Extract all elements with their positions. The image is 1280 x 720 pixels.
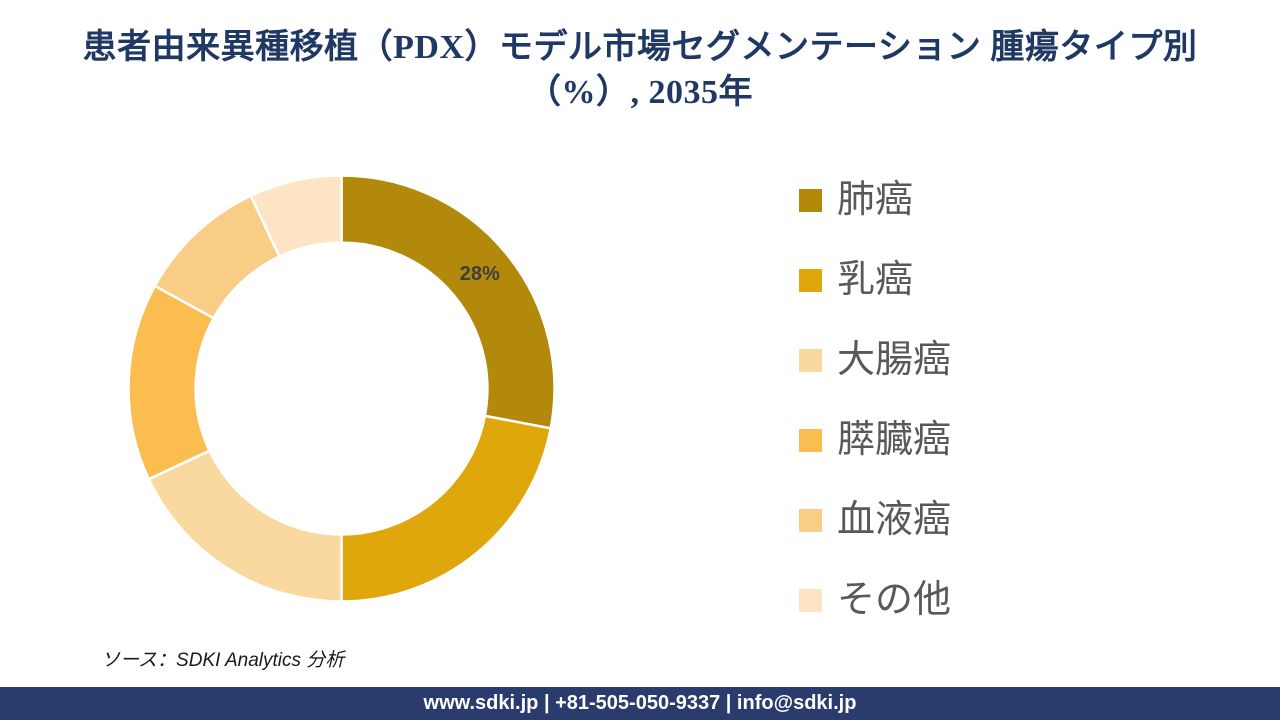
donut-segment-6 [249,175,343,258]
legend-label: 血液癌 [837,499,952,541]
legend-item-pancreatic-cancer: 膵臓癌 [799,416,951,464]
legend-label: 膵臓癌 [837,419,952,461]
donut-segment-4 [128,284,215,481]
donut-svg: 28% [128,175,555,602]
legend-swatch-lung-cancer [799,188,822,212]
legend-item-breast-cancer: 乳癌 [799,256,951,304]
footer-contact-text: www.sdki.jp | +81-505-050-9337 | info@sd… [423,692,857,714]
legend-swatch-colorectal-cancer [799,348,822,372]
donut-chart: 28% [128,175,555,602]
legend-item-others: その他 [799,576,951,624]
chart-title: 患者由来異種移植（PDX）モデル市場セグメンテーション 腫瘍タイプ別 （%）, … [0,26,1280,116]
footer-bar: www.sdki.jp | +81-505-050-9337 | info@sd… [0,687,1280,720]
donut-segment-1 [340,175,555,430]
legend-swatch-blood-cancer [799,508,822,532]
legend-label: 乳癌 [837,259,914,301]
legend-item-colorectal-cancer: 大腸癌 [799,336,951,384]
legend-swatch-breast-cancer [799,268,822,292]
legend-label: その他 [837,579,952,621]
chart-legend: 肺癌 乳癌 大腸癌 膵臓癌 血液癌 その他 [799,176,951,656]
legend-item-blood-cancer: 血液癌 [799,496,951,544]
chart-title-line1: 患者由来異種移植（PDX）モデル市場セグメンテーション 腫瘍タイプ別 [82,29,1198,66]
source-note: ソース：SDKI Analytics 分析 [101,650,345,671]
donut-segment-2 [340,414,552,602]
legend-swatch-pancreatic-cancer [799,428,822,452]
chart-title-line2: （%）, 2035年 [527,73,753,111]
legend-item-lung-cancer: 肺癌 [799,176,951,224]
legend-swatch-others [799,588,822,612]
donut-segment-3 [147,449,343,602]
legend-label: 大腸癌 [837,339,952,381]
legend-label: 肺癌 [837,179,914,221]
donut-data-label: 28% [460,263,500,285]
